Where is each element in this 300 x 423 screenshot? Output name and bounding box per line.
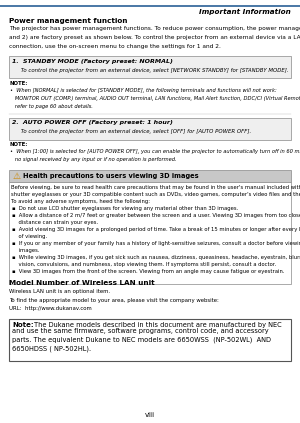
Text: no signal received by any input or if no operation is performed.: no signal received by any input or if no… [11, 157, 177, 162]
Bar [9, 118, 291, 140]
Text: •  When [NORMAL] is selected for [STANDBY MODE], the following terminals and fun: • When [NORMAL] is selected for [STANDBY… [11, 88, 277, 93]
Text: shutter eyeglasses or your 3D compatible content such as DVDs, video games, comp: shutter eyeglasses or your 3D compatible… [11, 192, 300, 197]
Text: and 2) are factory preset as shown below. To control the projector from an exter: and 2) are factory preset as shown below… [9, 35, 300, 40]
Text: Note:: Note: [12, 322, 34, 328]
Text: Important Information: Important Information [199, 8, 291, 14]
Text: Wireless LAN unit is an optional item.: Wireless LAN unit is an optional item. [9, 289, 110, 294]
Text: images.: images. [12, 248, 40, 253]
Text: To control the projector from an external device, select [NETWORK STANDBY] for [: To control the projector from an externa… [12, 68, 289, 73]
Text: refer to page 60 about details.: refer to page 60 about details. [11, 104, 93, 109]
Bar [9, 56, 291, 78]
Text: 1.  STANDBY MODE (Factory preset: NORMAL): 1. STANDBY MODE (Factory preset: NORMAL) [12, 59, 173, 64]
Text: To find the appropriate model to your area, please visit the company website:: To find the appropriate model to your ar… [9, 298, 219, 302]
Text: ▪  Allow a distance of 2 m/7 feet or greater between the screen and a user. View: ▪ Allow a distance of 2 m/7 feet or grea… [12, 213, 300, 218]
Bar [9, 170, 291, 182]
Text: •  When [1:00] is selected for [AUTO POWER OFF], you can enable the projector to: • When [1:00] is selected for [AUTO POWE… [11, 149, 300, 154]
Text: ▪  If you or any member of your family has a history of light-sensitive seizures: ▪ If you or any member of your family ha… [12, 241, 300, 246]
Text: ▪  Avoid viewing 3D images for a prolonged period of time. Take a break of 15 mi: ▪ Avoid viewing 3D images for a prolonge… [12, 227, 300, 232]
Text: parts. The equivalent Dukane to NEC models are 6650WSS  (NP-502WL)  AND: parts. The equivalent Dukane to NEC mode… [12, 337, 271, 343]
Text: Power management function: Power management function [9, 18, 128, 24]
Text: NOTE:: NOTE: [9, 142, 28, 147]
Text: Health precautions to users viewing 3D images: Health precautions to users viewing 3D i… [23, 173, 198, 179]
Text: MONITOR OUT (COMP.) terminal, AUDIO OUT terminal, LAN functions, Mail Alert func: MONITOR OUT (COMP.) terminal, AUDIO OUT … [11, 96, 300, 101]
Text: Model Number of Wireless LAN unit: Model Number of Wireless LAN unit [9, 280, 154, 286]
Bar [9, 319, 291, 361]
Text: of viewing.: of viewing. [12, 234, 47, 239]
Text: 6650HDSS ( NP-502HL).: 6650HDSS ( NP-502HL). [12, 346, 91, 352]
Text: ▪  Do not use LCD shutter eyeglasses for viewing any material other than 3D imag: ▪ Do not use LCD shutter eyeglasses for … [12, 206, 238, 211]
Text: ▪  View 3D images from the front of the screen. Viewing from an angle may cause : ▪ View 3D images from the front of the s… [12, 269, 284, 274]
Text: ▪  While viewing 3D images, if you get sick such as nausea, dizziness, queasines: ▪ While viewing 3D images, if you get si… [12, 255, 300, 260]
Text: The projector has power management functions. To reduce power consumption, the p: The projector has power management funct… [9, 26, 300, 31]
Text: vision, convulsions, and numbness, stop viewing them. If symptoms still persist,: vision, convulsions, and numbness, stop … [12, 262, 276, 267]
Text: distance can strain your eyes.: distance can strain your eyes. [12, 220, 98, 225]
Text: NOTE:: NOTE: [9, 81, 28, 86]
Text: 2.  AUTO POWER OFF (Factory preset: 1 hour): 2. AUTO POWER OFF (Factory preset: 1 hou… [12, 120, 173, 125]
Text: URL:  http://www.dukanav.com: URL: http://www.dukanav.com [9, 307, 92, 311]
Text: viii: viii [145, 412, 155, 418]
Text: connection, use the on-screen menu to change the settings for 1 and 2.: connection, use the on-screen menu to ch… [9, 44, 221, 49]
Bar [9, 182, 291, 285]
Text: To control the projector from an external device, select [OFF] for [AUTO POWER O: To control the projector from an externa… [12, 129, 251, 135]
Text: To avoid any adverse symptoms, heed the following:: To avoid any adverse symptoms, heed the … [11, 199, 150, 204]
Text: ⚠: ⚠ [13, 172, 21, 181]
Text: Before viewing, be sure to read health care precautions that may be found in the: Before viewing, be sure to read health c… [11, 185, 300, 190]
Text: The Dukane models described in this document are manufactured by NEC: The Dukane models described in this docu… [34, 322, 282, 328]
Text: and use the same firmware, software programs, control code, and accessory: and use the same firmware, software prog… [12, 328, 268, 334]
